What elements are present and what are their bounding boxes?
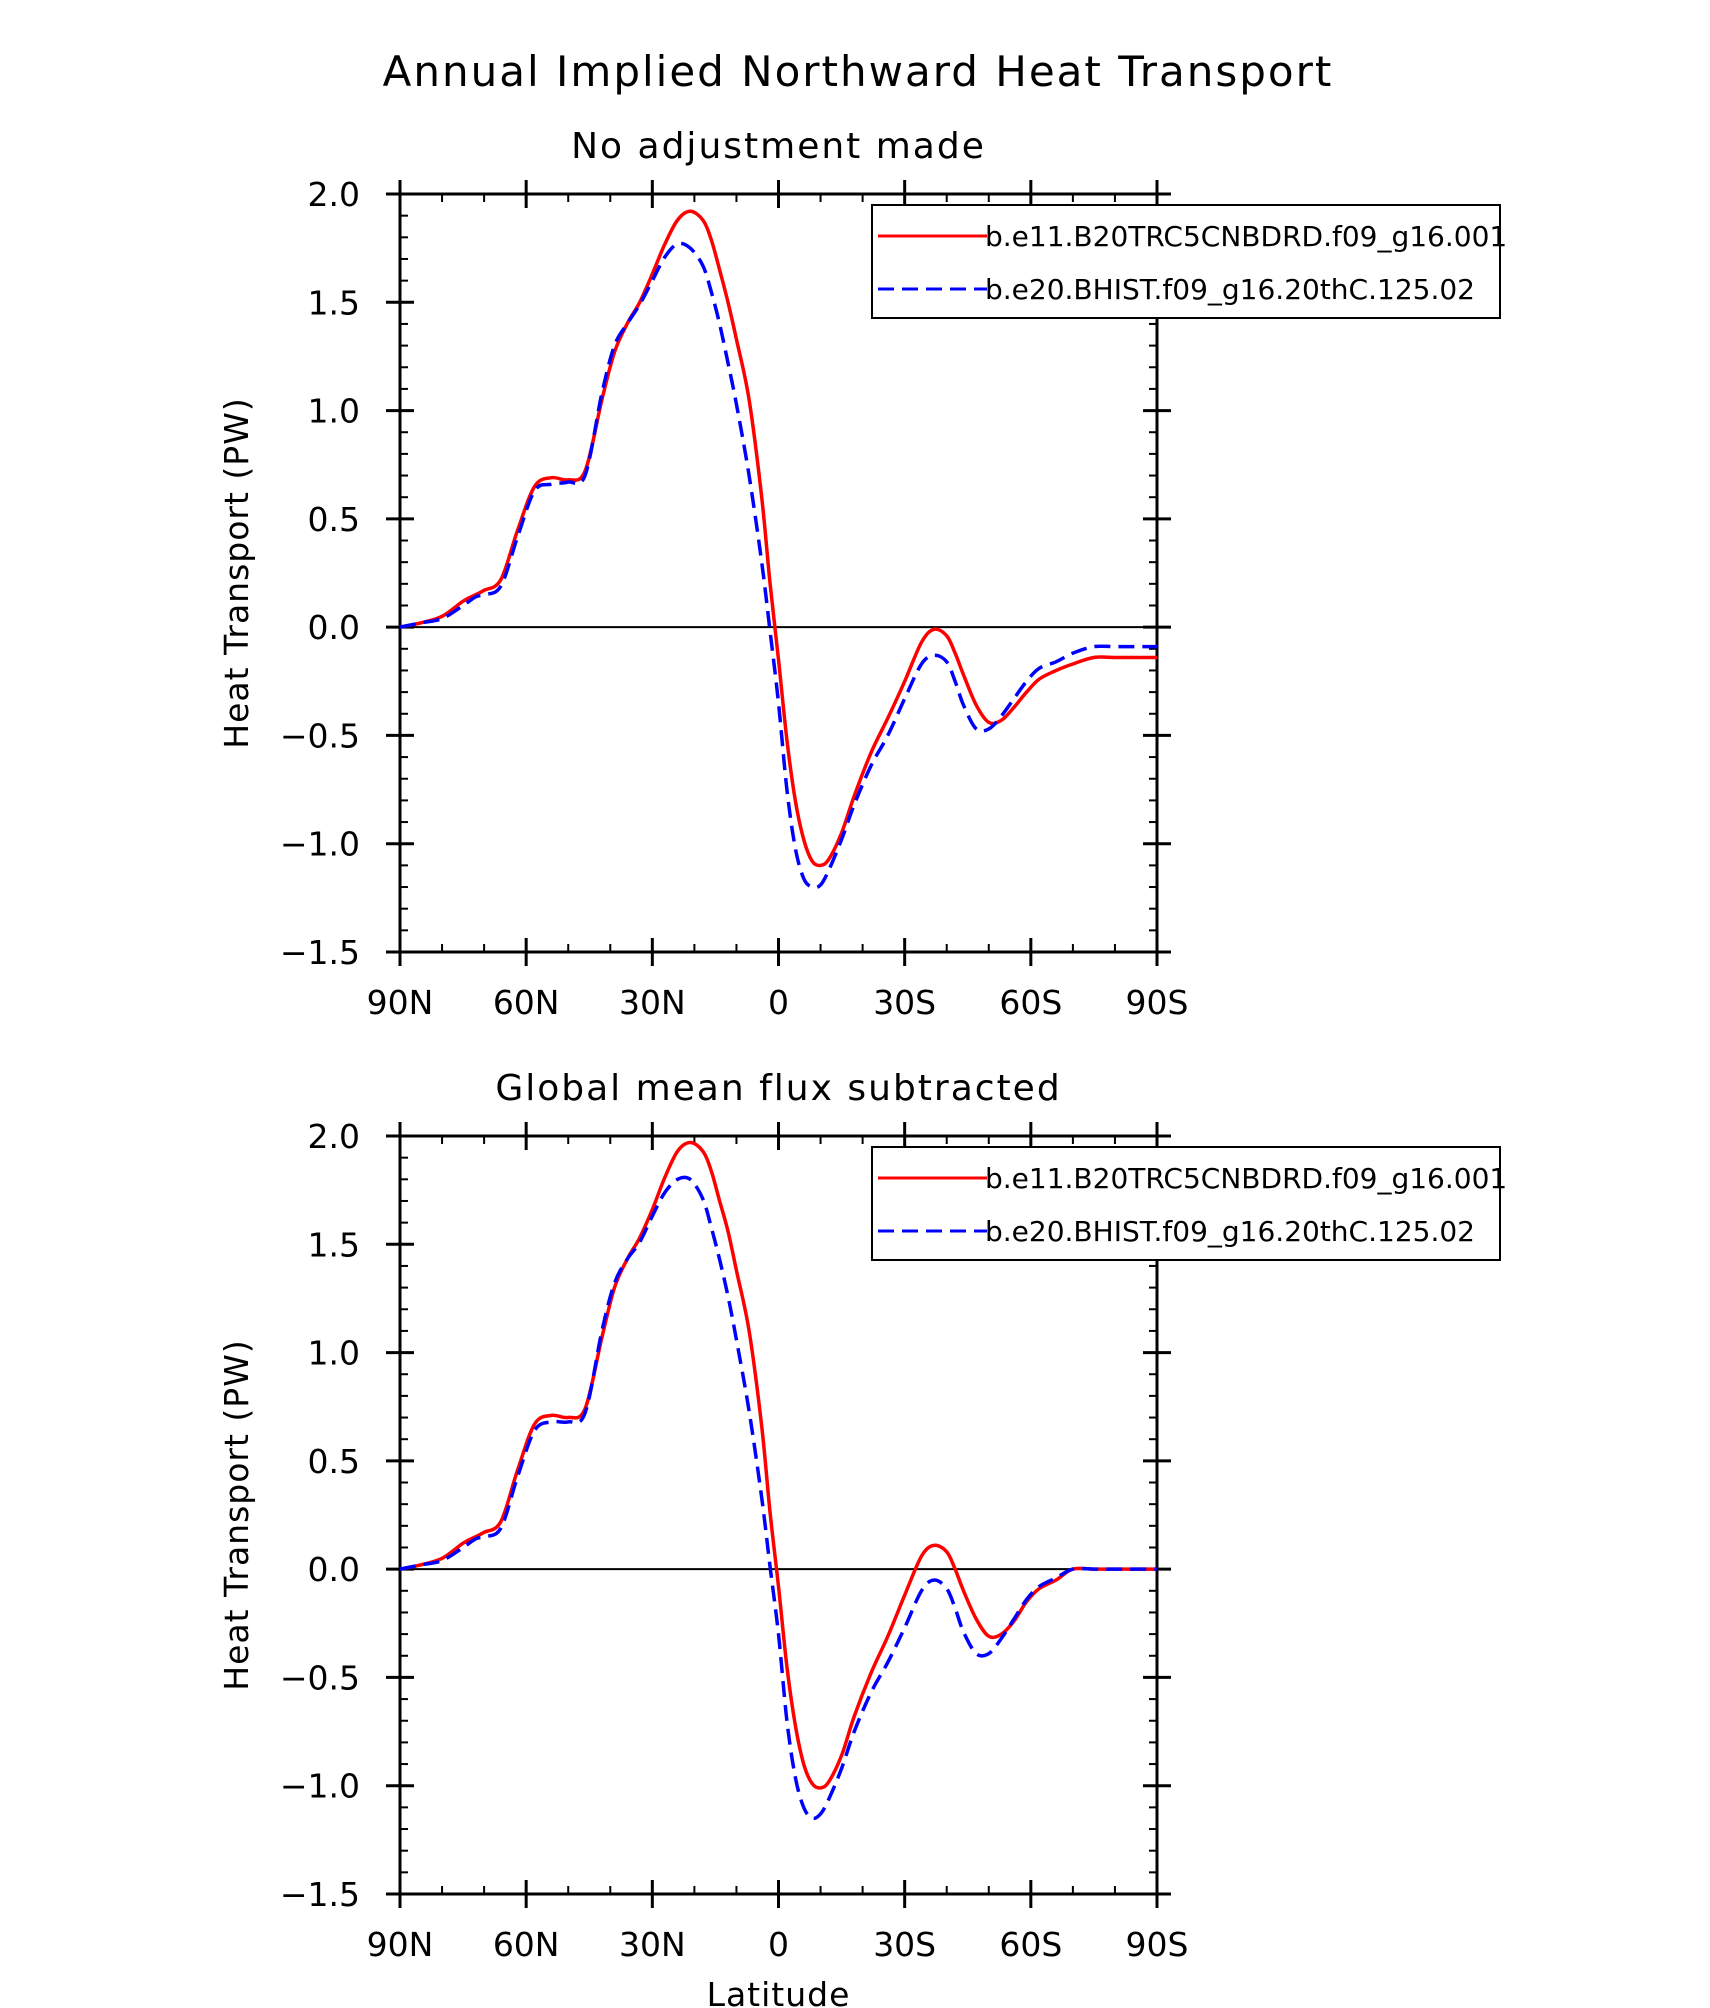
y-tick-label: −1.0 [280, 825, 360, 864]
legend-box [871, 1146, 1501, 1261]
y-tick-label: 0.5 [308, 500, 360, 539]
y-tick-label: −1.5 [280, 1875, 360, 1914]
y-tick-label: 2.0 [308, 175, 360, 214]
legend-entry: b.e11.B20TRC5CNBDRD.f09_g16.001 [985, 220, 1507, 253]
x-tick-label: 60S [999, 1925, 1062, 1964]
x-tick-label: 30S [873, 1925, 936, 1964]
y-tick-label: 0.0 [308, 1550, 360, 1589]
x-tick-label: 90N [367, 1925, 434, 1964]
x-tick-label: 60N [493, 983, 560, 1022]
y-tick-label: −1.0 [280, 1767, 360, 1806]
y-tick-label: 2.0 [308, 1117, 360, 1156]
series-line-b-e20 [399, 241, 1157, 890]
panel-no-adjustment: No adjustment made 2.0 1.5 1.0 0.5 0.0 −0.5 −1.… [217, 126, 1507, 1022]
y-tick-label: 1.0 [308, 392, 360, 431]
x-tick-label: 60S [999, 983, 1062, 1022]
x-tick-label: 90N [367, 983, 434, 1022]
x-tick-label: 90S [1126, 1925, 1189, 1964]
x-tick-label: 0 [768, 1925, 789, 1964]
series-line-b-e20 [399, 1175, 1157, 1821]
y-tick-label: −0.5 [280, 1658, 360, 1697]
panel-global-mean-subtracted: Global mean flux subtracted 2.0 1.5 1.0 0.5 0… [217, 1068, 1507, 2008]
x-tick-label: 60N [493, 1925, 560, 1964]
x-tick-label: 30N [619, 1925, 686, 1964]
x-tick-label: 0 [768, 983, 789, 1022]
y-tick-label: −0.5 [280, 716, 360, 755]
legend-box [871, 204, 1501, 319]
legend-entry: b.e20.BHIST.f09_g16.20thC.125.02 [985, 273, 1475, 306]
x-axis-label: Latitude [707, 1975, 851, 2008]
series-line-b-e11 [399, 1140, 1157, 1790]
figure-title: Annual Implied Northward Heat Transport [383, 47, 1334, 96]
x-tick-label: 30N [619, 983, 686, 1022]
y-tick-label: 1.5 [308, 1225, 360, 1264]
panel-title: No adjustment made [571, 126, 986, 167]
y-axis-label: Heat Transport (PW) [217, 397, 256, 748]
y-tick-label: 1.5 [308, 283, 360, 322]
y-tick-label: 1.0 [308, 1334, 360, 1373]
panel-title: Global mean flux subtracted [495, 1068, 1061, 1109]
y-tick-label: 0.0 [308, 608, 360, 647]
y-tick-label: 0.5 [308, 1442, 360, 1481]
legend-entry: b.e20.BHIST.f09_g16.20thC.125.02 [985, 1215, 1475, 1248]
y-axis-label: Heat Transport (PW) [217, 1339, 256, 1690]
legend-entry: b.e11.B20TRC5CNBDRD.f09_g16.001 [985, 1162, 1507, 1195]
y-tick-label: −1.5 [280, 933, 360, 972]
x-tick-label: 30S [873, 983, 936, 1022]
x-tick-label: 90S [1126, 983, 1189, 1022]
